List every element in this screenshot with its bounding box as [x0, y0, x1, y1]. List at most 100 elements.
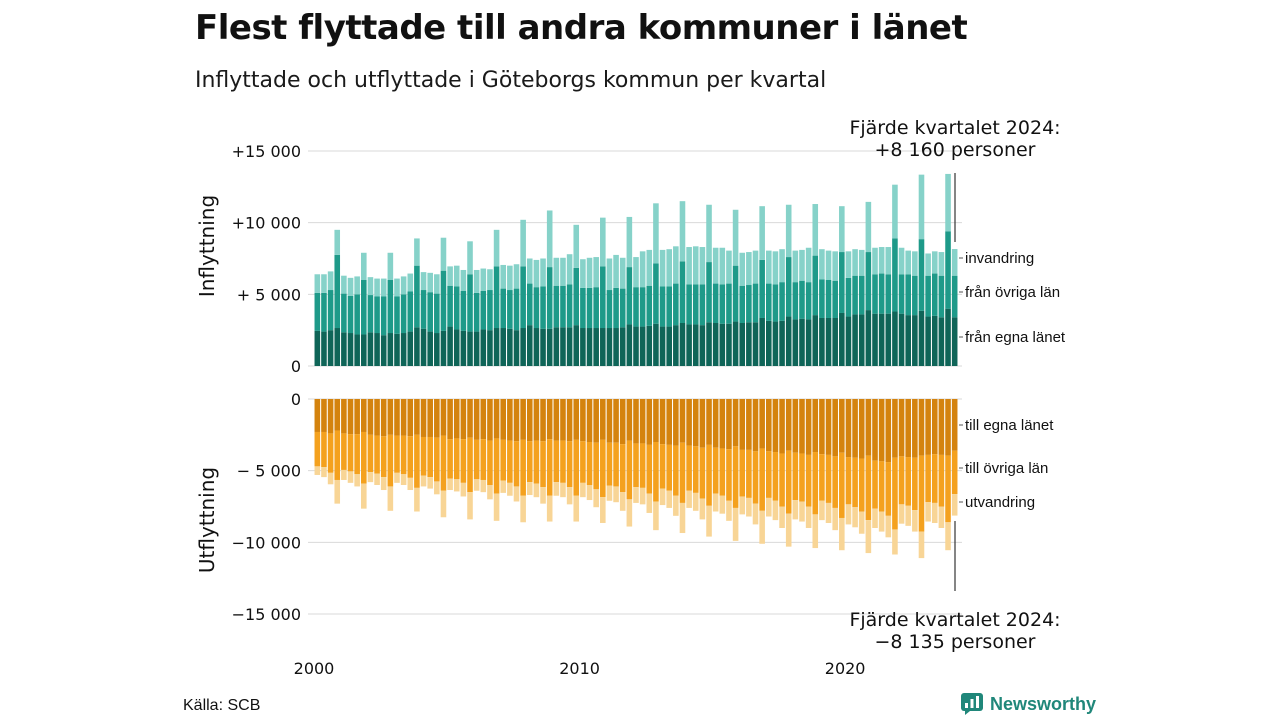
- bar-in-1-50: [646, 285, 653, 326]
- bar-in-0-21: [453, 329, 460, 366]
- bar-out-2-37: [560, 482, 566, 498]
- bar-in-2-17: [427, 272, 433, 293]
- bar-in-2-73: [799, 249, 805, 281]
- bar-out-0-44: [606, 399, 613, 443]
- bar-in-1-46: [619, 288, 626, 328]
- bar-in-0-30: [513, 330, 520, 366]
- bar-in-1-18: [434, 293, 440, 334]
- bar-out-1-0: [314, 431, 321, 467]
- bar-in-2-49: [639, 251, 646, 288]
- bar-in-1-39: [573, 267, 580, 326]
- bar-in-0-36: [553, 327, 560, 366]
- bar-in-1-20: [447, 285, 453, 327]
- bar-in-1-81: [852, 275, 858, 315]
- bar-in-0-88: [898, 313, 905, 366]
- bar-out-0-15: [414, 399, 420, 435]
- bar-in-1-91: [918, 239, 925, 311]
- bar-out-0-46: [619, 399, 626, 445]
- bar-in-1-86: [885, 274, 892, 314]
- bar-in-1-94: [938, 275, 945, 318]
- bar-in-1-75: [812, 255, 819, 316]
- bar-in-2-84: [872, 247, 878, 275]
- bar-out-0-50: [646, 399, 653, 445]
- bar-out-2-10: [380, 477, 387, 491]
- bar-in-2-72: [792, 250, 799, 283]
- bar-out-1-13: [400, 435, 407, 475]
- bar-out-1-7: [361, 431, 367, 484]
- bar-out-0-90: [912, 399, 918, 458]
- bar-in-0-0: [314, 330, 321, 366]
- bar-in-0-73: [799, 318, 805, 366]
- bar-in-1-88: [898, 274, 905, 314]
- bar-out-1-71: [785, 450, 792, 514]
- bar-in-1-6: [354, 294, 360, 335]
- bar-in-0-75: [812, 315, 819, 366]
- bar-out-1-24: [473, 439, 480, 480]
- bar-in-0-57: [692, 324, 699, 366]
- bar-out-1-78: [832, 456, 838, 508]
- bar-in-2-25: [480, 268, 487, 291]
- bar-out-1-5: [347, 434, 354, 472]
- bar-in-1-21: [453, 286, 460, 330]
- bar-in-2-56: [686, 247, 692, 285]
- bar-out-0-7: [361, 399, 367, 432]
- bar-in-2-66: [752, 250, 759, 284]
- bar-out-2-95: [945, 522, 951, 551]
- bar-out-0-59: [706, 399, 712, 445]
- bar-out-0-0: [314, 399, 321, 432]
- bar-in-1-38: [566, 284, 573, 328]
- bar-in-1-31: [520, 266, 526, 329]
- bar-in-1-28: [500, 288, 507, 329]
- bar-in-1-17: [427, 292, 433, 332]
- bar-in-1-41: [586, 287, 593, 329]
- bar-out-0-70: [779, 399, 785, 454]
- bar-in-2-42: [593, 257, 599, 288]
- bar-out-0-41: [586, 399, 593, 442]
- bar-out-2-29: [507, 482, 513, 496]
- bar-out-2-87: [892, 529, 898, 555]
- bar-in-1-66: [752, 283, 759, 323]
- bar-out-2-84: [872, 508, 878, 528]
- bar-out-2-62: [726, 500, 732, 521]
- bar-out-1-44: [606, 442, 613, 486]
- bar-in-2-63: [732, 209, 739, 266]
- bar-out-1-46: [619, 444, 626, 493]
- bar-out-1-19: [440, 435, 447, 491]
- bar-in-1-10: [380, 296, 387, 336]
- bar-in-1-62: [726, 283, 732, 324]
- bar-out-2-40: [580, 482, 586, 498]
- bar-in-1-52: [659, 286, 666, 327]
- bar-out-0-92: [925, 399, 931, 455]
- bar-out-2-69: [772, 500, 779, 521]
- series-label-out-2: utvandring: [965, 494, 1035, 511]
- bar-out-2-4: [341, 469, 347, 480]
- bar-in-1-78: [832, 280, 838, 318]
- bar-out-0-91: [918, 399, 925, 456]
- bar-out-0-18: [434, 399, 440, 438]
- bar-in-0-28: [500, 328, 507, 366]
- bar-in-1-83: [865, 252, 872, 311]
- y-tick-top-2: + 5 000: [237, 285, 301, 304]
- bar-out-1-49: [639, 443, 646, 488]
- bar-out-1-22: [460, 439, 467, 483]
- bar-in-2-59: [706, 204, 712, 263]
- bar-in-0-70: [779, 320, 785, 366]
- bar-in-0-18: [434, 333, 440, 366]
- y-tick-top-3: 0: [291, 357, 301, 376]
- bar-out-1-47: [626, 440, 633, 500]
- bar-in-0-79: [839, 312, 845, 366]
- bar-in-1-1: [321, 292, 327, 332]
- bar-in-0-85: [878, 313, 885, 366]
- bar-out-1-89: [905, 457, 911, 506]
- bar-out-1-6: [354, 434, 360, 475]
- bar-in-1-70: [779, 282, 785, 321]
- y-tick-top-0: +15 000: [232, 142, 301, 161]
- bar-in-0-62: [726, 323, 732, 366]
- bar-out-0-87: [892, 399, 898, 458]
- y-axis-label-top: Inflyttning: [195, 195, 219, 297]
- bar-out-0-85: [878, 399, 885, 462]
- bar-out-0-33: [533, 399, 540, 441]
- bar-out-0-42: [593, 399, 599, 443]
- bar-in-2-57: [692, 246, 699, 285]
